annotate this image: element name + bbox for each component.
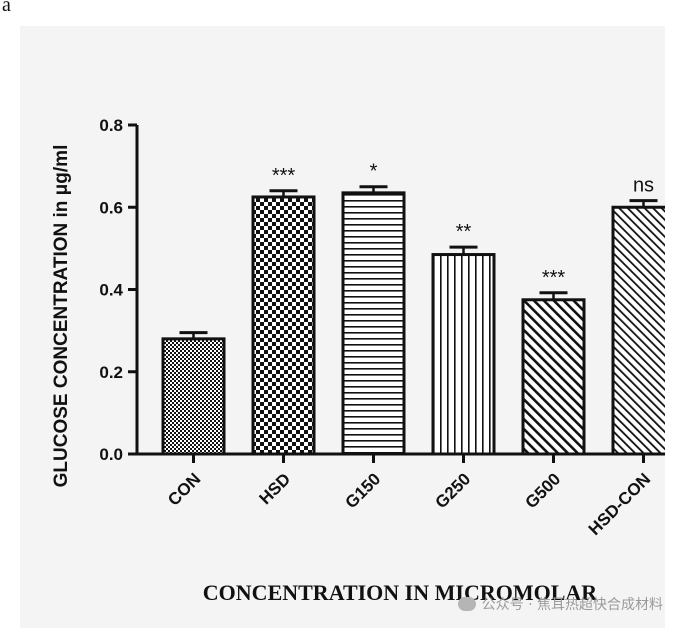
x-tick-label: HSD bbox=[256, 469, 295, 508]
y-tick-label: 0.0 bbox=[99, 445, 123, 464]
significance-label: ** bbox=[456, 221, 472, 243]
bar-con bbox=[161, 337, 226, 456]
wechat-icon bbox=[457, 597, 476, 611]
y-tick-label: 0.2 bbox=[99, 363, 123, 382]
x-tick-label: G250 bbox=[431, 469, 474, 512]
x-tick-label: G150 bbox=[341, 469, 384, 512]
significance-label: *** bbox=[542, 267, 566, 289]
x-tick-label: CON bbox=[164, 469, 204, 509]
x-tick-label: HSD-CON bbox=[585, 469, 655, 539]
y-axis-title: GLUCOSE CONCENTRATION in μg/ml bbox=[51, 145, 72, 488]
watermark-text: 公众号 · 焦耳热超快合成材料 bbox=[481, 597, 663, 613]
x-tick-label: G500 bbox=[521, 469, 564, 512]
chart-area: GLUCOSE CONCENTRATION in μg/ml CONCENTRA… bbox=[20, 26, 665, 628]
bar-g250 bbox=[431, 253, 496, 456]
y-tick-label: 0.4 bbox=[99, 281, 123, 300]
significance-label: ns bbox=[633, 175, 654, 197]
y-tick-label: 0.6 bbox=[99, 198, 123, 217]
significance-label: *** bbox=[272, 165, 296, 187]
bar-g500 bbox=[521, 298, 586, 456]
bar-chart: GLUCOSE CONCENTRATION in μg/ml CONCENTRA… bbox=[51, 116, 665, 605]
bar-hsd bbox=[251, 195, 316, 456]
bar-g150 bbox=[341, 191, 406, 456]
bar-hsd-con bbox=[611, 205, 665, 456]
watermark: 公众号 · 焦耳热超快合成材料 bbox=[457, 594, 663, 614]
significance-label: * bbox=[370, 161, 378, 183]
panel-label: a bbox=[2, 0, 11, 16]
y-tick-label: 0.8 bbox=[99, 116, 123, 135]
x-axis-title: CONCENTRATION IN MICROMOLAR bbox=[203, 580, 598, 605]
